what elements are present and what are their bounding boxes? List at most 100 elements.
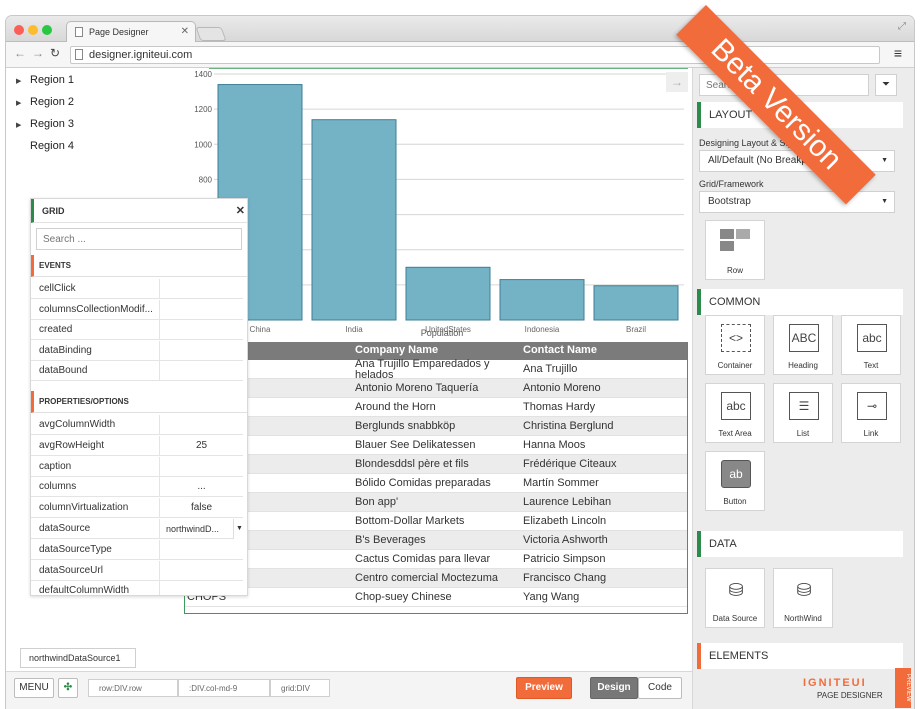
elements-section-header[interactable]: ELEMENTS: [697, 643, 903, 669]
design-tab[interactable]: Design: [590, 677, 638, 699]
option-value[interactable]: false: [159, 498, 243, 519]
table-row[interactable]: Bólido Comidas preparadas Martín Sommer: [185, 474, 687, 493]
framework-select[interactable]: Bootstrap ▼: [699, 191, 895, 213]
column-header-company[interactable]: Company Name: [355, 344, 439, 356]
reload-icon[interactable]: ↻: [50, 46, 61, 60]
datasource-chip[interactable]: northwindDataSource1: [20, 648, 136, 668]
heading-tile[interactable]: ABC Heading: [773, 315, 833, 375]
fullscreen-icon[interactable]: ⤢: [898, 21, 906, 32]
option-row[interactable]: dataSource northwindD... ▼: [31, 519, 245, 539]
chevron-down-icon[interactable]: ▼: [233, 519, 245, 539]
northwind-tile[interactable]: ⛁ NorthWind: [773, 568, 833, 628]
option-row[interactable]: dataSourceType: [31, 539, 243, 560]
menu-button[interactable]: MENU: [14, 678, 54, 698]
browser-menu-icon[interactable]: ≡: [893, 45, 902, 61]
data-grid[interactable]: Company Name Contact Name Ana Trujillo E…: [184, 342, 688, 614]
option-row[interactable]: avgColumnWidth: [31, 415, 243, 435]
table-row[interactable]: CHOPS Chop-suey Chinese Yang Wang: [185, 588, 687, 607]
table-row[interactable]: Blondesddsl père et fils Frédérique Citea…: [185, 455, 687, 474]
breadcrumb-col[interactable]: :DIV.col-md-9: [178, 679, 270, 697]
table-row[interactable]: Berglunds snabbköp Christina Berglund: [185, 417, 687, 436]
option-row[interactable]: columnVirtualization false: [31, 498, 243, 519]
option-value[interactable]: 25: [159, 435, 243, 456]
event-row[interactable]: cellClick: [31, 279, 243, 299]
breadcrumb-row[interactable]: row:DIV.row: [88, 679, 178, 697]
option-row[interactable]: dataSourceUrl: [31, 560, 243, 581]
event-value[interactable]: [159, 279, 243, 299]
tree-item-region-4[interactable]: Region 4: [16, 140, 74, 152]
table-row[interactable]: Ana Trujillo Emparedados y helados Ana Tr…: [185, 359, 687, 381]
common-section-header[interactable]: COMMON: [697, 289, 903, 315]
list-tile[interactable]: ☰ List: [773, 383, 833, 443]
select-parent-icon[interactable]: ✣: [58, 678, 78, 698]
table-row[interactable]: Bon app' Laurence Lebihan: [185, 493, 687, 512]
browser-tab[interactable]: Page Designer ✕: [66, 21, 196, 43]
expand-caret-icon[interactable]: ▶: [16, 122, 22, 129]
code-tab[interactable]: Code: [638, 677, 682, 699]
back-arrow-icon[interactable]: ←: [14, 46, 26, 60]
table-row[interactable]: Blauer See Delikatessen Hanna Moos: [185, 436, 687, 455]
tree-item-region-3[interactable]: ▶ Region 3: [16, 118, 74, 130]
event-value[interactable]: [159, 361, 243, 381]
preview-button[interactable]: Preview: [516, 677, 572, 699]
close-window-icon[interactable]: [14, 25, 24, 35]
tree-item-region-2[interactable]: ▶ Region 2: [16, 96, 74, 108]
data-source-tile[interactable]: ⛁ Data Source: [705, 568, 765, 628]
option-row[interactable]: defaultColumnWidth: [31, 581, 243, 595]
table-row[interactable]: Around the Horn Thomas Hardy: [185, 398, 687, 417]
option-value[interactable]: [159, 539, 243, 560]
bar-india[interactable]: [311, 119, 397, 321]
bar-indonesia[interactable]: [499, 279, 585, 321]
event-row[interactable]: dataBinding: [31, 340, 243, 361]
bar-brazil[interactable]: [593, 285, 679, 321]
expand-caret-icon[interactable]: ▶: [16, 100, 22, 107]
filter-icon[interactable]: ⏷: [875, 74, 897, 96]
layout-section-header[interactable]: LAYOUT: [697, 102, 903, 128]
arrow-right-icon[interactable]: →: [666, 72, 688, 92]
event-value[interactable]: [159, 320, 243, 340]
option-value[interactable]: ...: [159, 477, 243, 498]
row-tile[interactable]: Row: [705, 220, 765, 280]
property-search-input[interactable]: [36, 228, 242, 250]
table-row[interactable]: Centro comercial Moctezuma Francisco Chan…: [185, 569, 687, 588]
expand-caret-icon[interactable]: ▶: [16, 78, 22, 85]
option-row[interactable]: columns...: [31, 477, 243, 498]
table-row[interactable]: Bottom-Dollar Markets Elizabeth Lincoln: [185, 512, 687, 531]
option-value[interactable]: [159, 581, 243, 595]
text-tile[interactable]: abc Text: [841, 315, 901, 375]
table-row[interactable]: Antonio Moreno Taquería Antonio Moreno: [185, 379, 687, 398]
event-row[interactable]: dataBound: [31, 361, 243, 381]
maximize-window-icon[interactable]: [42, 25, 52, 35]
option-row[interactable]: avgRowHeight 25: [31, 435, 243, 456]
option-value[interactable]: [159, 456, 243, 477]
breadcrumb-grid[interactable]: grid:DIV: [270, 679, 330, 697]
table-row[interactable]: B's Beverages Victoria Ashworth: [185, 531, 687, 550]
option-value[interactable]: [159, 415, 243, 435]
close-tab-icon[interactable]: ✕: [180, 26, 189, 37]
option-row[interactable]: caption: [31, 456, 243, 477]
tree-item-region-1[interactable]: ▶ Region 1: [16, 74, 74, 86]
event-value[interactable]: [159, 299, 243, 320]
new-tab-button[interactable]: [195, 27, 227, 41]
bar-unitedstates[interactable]: [405, 266, 491, 321]
options-section-header[interactable]: PROPERTIES/OPTIONS: [31, 391, 247, 413]
text-area-tile[interactable]: abc Text Area: [705, 383, 765, 443]
option-value[interactable]: northwindD...: [159, 519, 243, 539]
event-row[interactable]: created: [31, 320, 243, 340]
url-field[interactable]: designer.igniteui.com: [70, 46, 880, 64]
toolbox-search-input[interactable]: [699, 74, 869, 96]
close-icon[interactable]: ✕: [235, 205, 245, 217]
breakpoint-select[interactable]: All/Default (No Breakpoint) ▼: [699, 150, 895, 172]
minimize-window-icon[interactable]: [28, 25, 38, 35]
population-bar-chart[interactable]: 800 1000 1200 1400 China India UnitedStates In…: [184, 68, 690, 342]
link-tile[interactable]: ⊸ Link: [841, 383, 901, 443]
events-section-header[interactable]: EVENTS: [31, 255, 247, 277]
button-tile[interactable]: ab Button: [705, 451, 765, 511]
event-row[interactable]: columnsCollectionModif...: [31, 299, 243, 320]
option-value[interactable]: [159, 560, 243, 581]
table-row[interactable]: Cactus Comidas para llevar Patricio Simps…: [185, 550, 687, 569]
container-tile[interactable]: <> Container: [705, 315, 765, 375]
data-section-header[interactable]: DATA: [697, 531, 903, 557]
forward-arrow-icon[interactable]: →: [32, 46, 44, 60]
column-header-contact[interactable]: Contact Name: [523, 344, 597, 356]
